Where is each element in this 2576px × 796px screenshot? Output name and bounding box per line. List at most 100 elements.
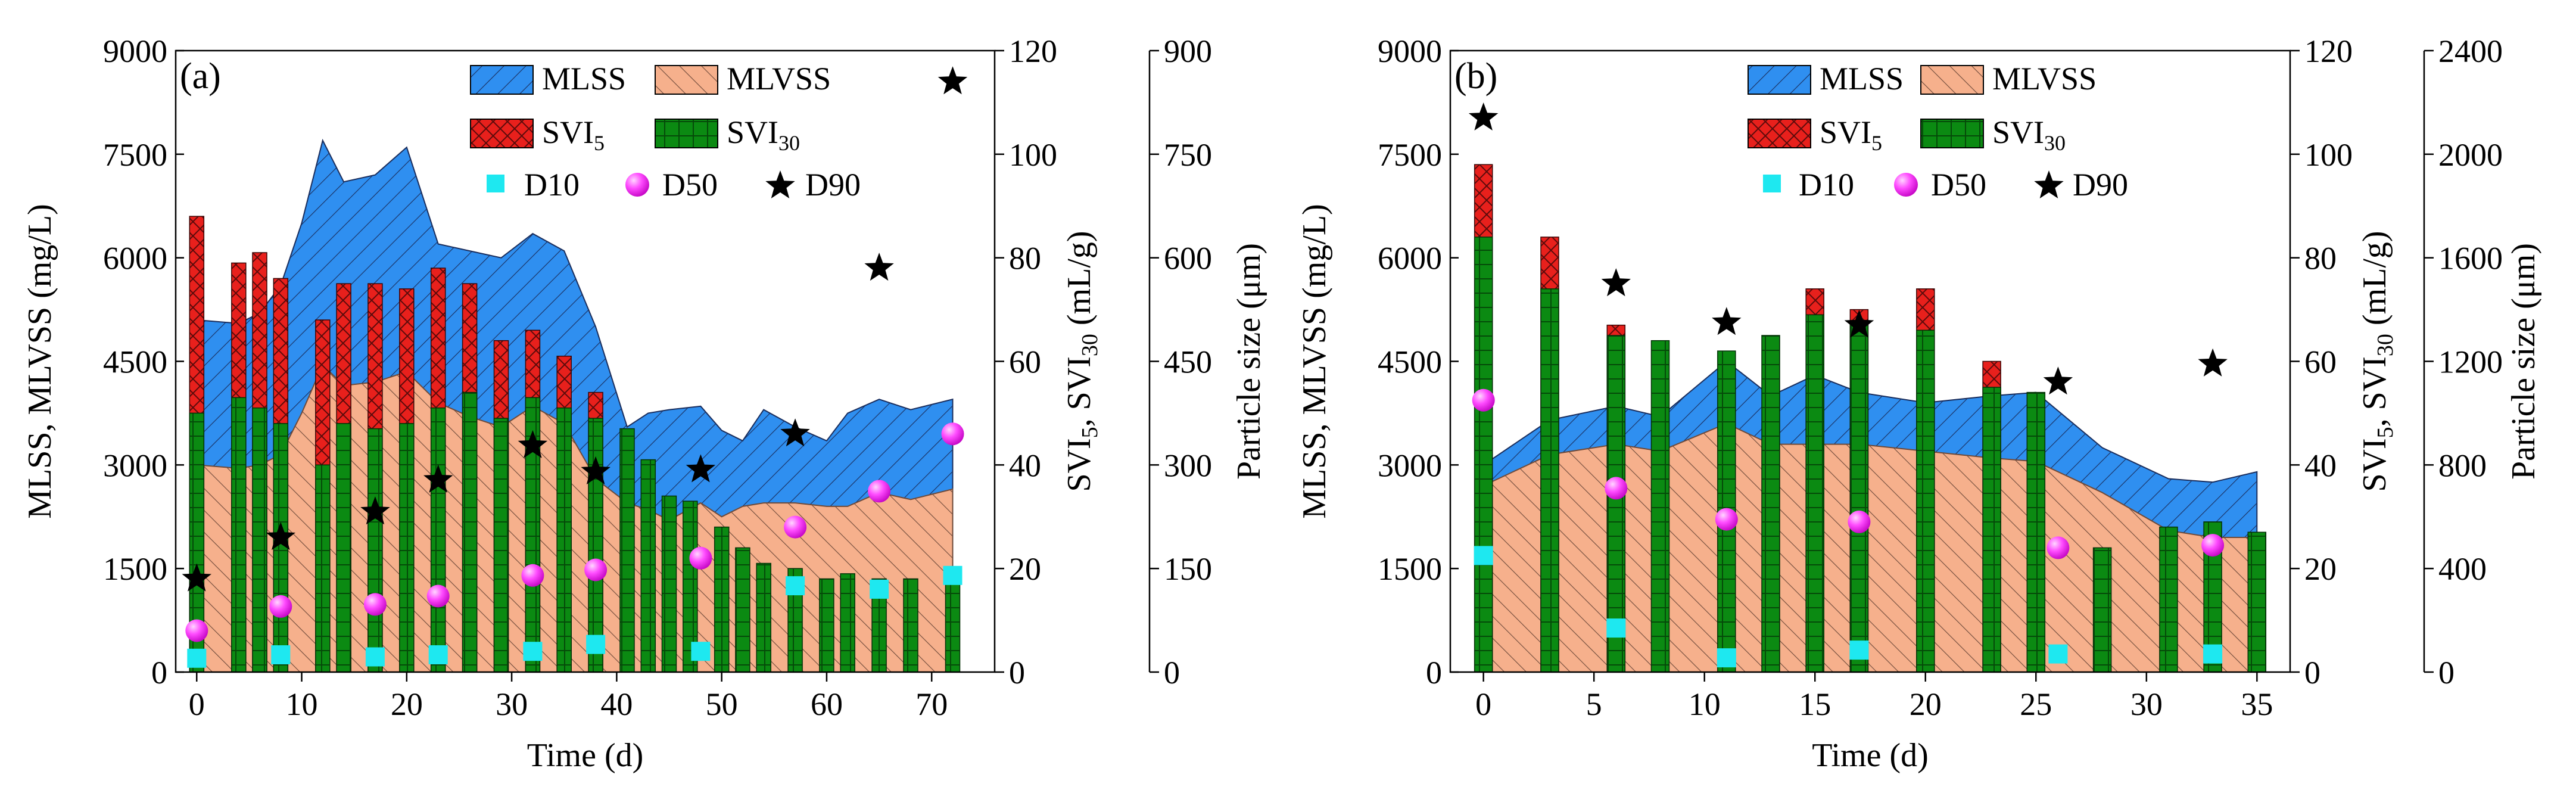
particle-axis-tick-label: 600 <box>1164 241 1212 276</box>
panel-b-x-axis-title: Time (d) <box>1812 737 1929 774</box>
d90-point <box>2198 348 2228 377</box>
svi30-bar <box>1849 324 1869 673</box>
d90-point <box>937 66 968 95</box>
legend-swatch-mlvss <box>655 65 718 95</box>
d50-point <box>1848 510 1871 533</box>
x-axis-tick-label: 25 <box>2020 686 2052 722</box>
d90-point <box>266 522 295 551</box>
d50-point <box>426 584 450 608</box>
svi30-bar <box>903 578 918 673</box>
legend-swatch-mlss <box>1748 65 1811 95</box>
d90-point <box>1712 307 1742 335</box>
svi30-bar <box>315 464 331 673</box>
d10-point <box>1606 618 1626 638</box>
legend-swatch-mlss <box>470 65 534 95</box>
legend-label-d90: D90 <box>2073 167 2128 203</box>
svi-axis-tick-label: 0 <box>2304 655 2320 691</box>
svi-axis-tick-label: 100 <box>1009 137 1057 173</box>
svi30-bar <box>252 407 267 673</box>
legend-label-svi5: SVI5 <box>542 114 605 155</box>
panel-a-area-layer <box>196 138 954 673</box>
x-axis-tick-label: 5 <box>1586 686 1602 722</box>
svi-axis-tick-label: 80 <box>2304 241 2337 276</box>
x-axis-tick-label: 30 <box>2130 686 2163 722</box>
svi30-bar <box>756 562 771 673</box>
svi30-bar <box>735 547 750 673</box>
panel-b-label: (b) <box>1454 56 1497 97</box>
d10-point <box>1717 648 1736 668</box>
x-axis-tick-label: 60 <box>811 686 843 722</box>
d50-point <box>784 515 807 539</box>
d10-point <box>365 647 385 667</box>
svi-axis-tick-label: 20 <box>1009 551 1041 587</box>
particle-axis-tick-label: 450 <box>1164 344 1212 380</box>
legend-label-d10: D10 <box>524 167 580 203</box>
d90-point <box>1601 268 1631 297</box>
particle-axis-tick-label: 2000 <box>2438 137 2503 173</box>
left-axis-tick-label: 1500 <box>103 551 167 587</box>
particle-axis-tick-label: 150 <box>1164 551 1212 587</box>
d90-point <box>780 418 810 447</box>
particle-axis-tick-label: 750 <box>1164 137 1212 173</box>
d10-point <box>870 579 889 599</box>
x-axis-tick-label: 0 <box>1475 686 1491 722</box>
legend-marker-d10 <box>487 175 504 192</box>
x-axis-tick-label: 20 <box>391 686 423 722</box>
legend-label-svi5: SVI5 <box>1820 114 1882 155</box>
particle-axis-tick-label: 0 <box>2438 655 2454 691</box>
d10-point <box>786 576 805 596</box>
d10-point <box>428 645 448 664</box>
panel-a-svi-axis-title: SVI5, SVI30 (mL/g) <box>1061 231 1102 492</box>
svi30-bar <box>367 428 383 673</box>
svi30-bar <box>1982 387 2001 673</box>
x-axis-tick-label: 70 <box>915 686 948 722</box>
svi30-bar <box>661 495 677 673</box>
d10-point <box>1849 640 1869 660</box>
svi30-bar <box>430 407 446 673</box>
svi30-bar <box>640 459 656 673</box>
svi30-bar <box>1805 314 1824 673</box>
svi-axis-tick-label: 120 <box>1009 33 1057 69</box>
panel-b-particle-axis-title: Particle size (μm) <box>2505 243 2542 480</box>
d10-point <box>2203 644 2223 664</box>
d50-point <box>363 593 387 616</box>
d90-point <box>864 253 894 281</box>
panel-a-x-axis-title: Time (d) <box>527 737 644 774</box>
legend-label-d10: D10 <box>1799 167 1854 203</box>
legend-label-svi30: SVI30 <box>727 114 800 155</box>
legend-label-d90: D90 <box>805 167 861 203</box>
panel-b-legend: MLSS MLVSS SVI5 SVI30 D10 D50 D90 <box>1748 61 2128 203</box>
svi30-bar <box>493 418 509 673</box>
legend-swatch-mlvss <box>1920 65 1984 95</box>
d90-point <box>423 464 453 493</box>
panel-a-particle-axis-title: Particle size (μm) <box>1231 243 1267 480</box>
particle-axis-tick-label: 1200 <box>2438 344 2503 380</box>
svi30-bar <box>1606 335 1626 673</box>
x-axis-tick-label: 30 <box>496 686 528 722</box>
d90-point <box>2043 366 2073 395</box>
left-axis-tick-label: 7500 <box>103 137 167 173</box>
left-axis-tick-label: 1500 <box>1378 551 1442 587</box>
legend-marker-d90 <box>765 170 795 198</box>
legend-label-mlss: MLSS <box>1820 61 1904 97</box>
panel-b: 0150030004500600075009000020406080100120… <box>1296 33 2542 774</box>
d50-point <box>689 546 712 570</box>
legend-label-svi30: SVI30 <box>1992 114 2066 155</box>
svi30-bar <box>1474 237 1493 673</box>
svi-axis-tick-label: 60 <box>2304 344 2337 380</box>
d50-point <box>1605 477 1628 500</box>
legend-swatch-svi5 <box>470 119 534 148</box>
panel-b-left-axis-title: MLSS, MLVSS (mg/L) <box>1296 204 1333 519</box>
d10-point <box>943 565 963 585</box>
svi-axis-tick-label: 40 <box>1009 447 1041 483</box>
left-axis-tick-label: 3000 <box>103 447 167 483</box>
legend-marker-d90 <box>2034 170 2064 198</box>
d10-point <box>691 642 711 661</box>
left-axis-tick-label: 4500 <box>1378 344 1442 380</box>
d10-point <box>523 642 543 661</box>
svi30-bar <box>556 407 572 673</box>
legend-swatch-svi30 <box>655 119 718 148</box>
d90-point <box>1844 309 1874 338</box>
particle-axis-tick-label: 2400 <box>2438 33 2503 69</box>
particle-axis-tick-label: 800 <box>2438 447 2487 483</box>
